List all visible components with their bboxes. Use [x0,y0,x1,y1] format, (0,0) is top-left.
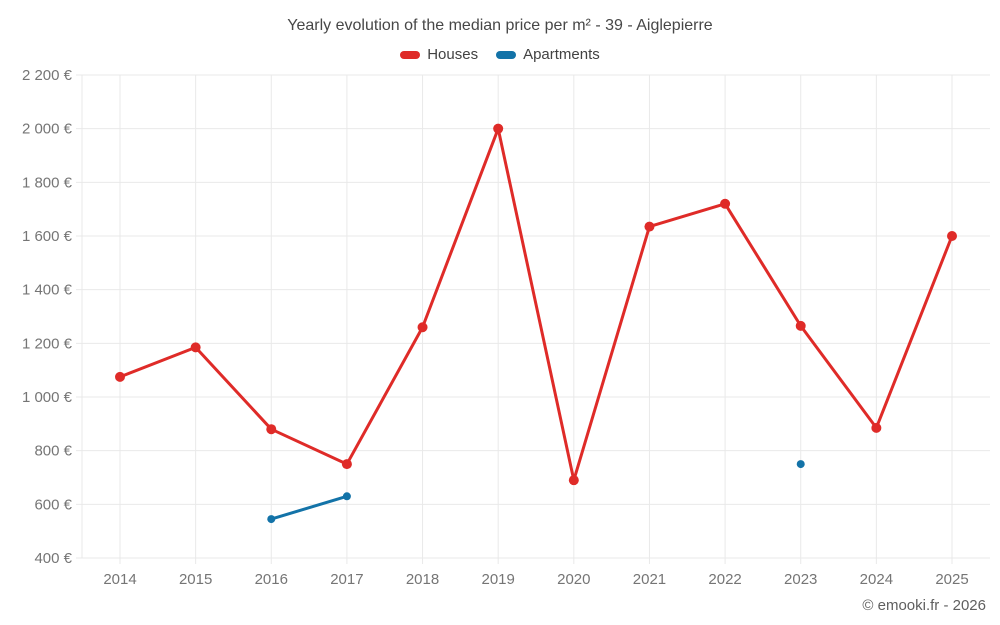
houses-point-2022[interactable] [720,198,731,209]
apartments-point-2017[interactable] [342,492,351,501]
houses-point-2023[interactable] [795,320,806,331]
houses-series-line [118,127,954,482]
legend-item-houses[interactable]: Houses [400,46,478,63]
houses-point-2024[interactable] [871,422,882,433]
y-axis-label-2000: 2 000 € [22,121,73,138]
x-axis-label-2019: 2019 [481,571,514,588]
x-axis-label-2022: 2022 [708,571,741,588]
houses-point-2018[interactable] [417,322,428,333]
chart-legend: Houses Apartments [0,46,1000,63]
y-axis-label-1800: 1 800 € [22,174,73,191]
apartments-series-line [269,494,349,521]
chart-title: Yearly evolution of the median price per… [287,17,713,34]
y-axis-label-800: 800 € [34,443,72,460]
x-axis-label-2018: 2018 [406,571,439,588]
legend-label-apartments: Apartments [523,46,600,63]
copyright-credit: © emooki.fr - 2026 [862,597,986,614]
houses-point-2017[interactable] [341,459,352,470]
y-axis-label-1200: 1 200 € [22,335,73,352]
houses-point-2025[interactable] [947,231,957,241]
x-axis-label-2017: 2017 [330,571,363,588]
legend-label-houses: Houses [427,46,479,63]
houses-point-2021[interactable] [644,221,655,232]
x-axis-label-2025: 2025 [935,571,968,588]
apartments-point-2016[interactable] [267,515,276,524]
x-axis-label-2015: 2015 [179,571,212,588]
y-axis-label-1400: 1 400 € [22,282,73,299]
houses-point-2020[interactable] [568,475,579,486]
apartments-point-2023[interactable] [796,460,805,469]
houses-point-2019[interactable] [493,123,504,134]
x-axis-label-2014: 2014 [103,571,136,588]
y-axis-label-2200: 2 200 € [22,67,73,84]
houses-point-2015[interactable] [190,342,201,353]
y-axis-label-1000: 1 000 € [22,389,73,406]
legend-swatch-apartments [496,50,517,59]
x-axis-label-2020: 2020 [557,571,590,588]
y-axis-label-1600: 1 600 € [22,228,73,245]
houses-point-2014[interactable] [115,371,125,382]
y-axis-label-400: 400 € [34,550,72,567]
x-axis-label-2021: 2021 [633,571,666,588]
x-axis-label-2024: 2024 [860,571,893,588]
houses-point-2016[interactable] [266,424,277,435]
legend-swatch-houses [400,50,421,59]
y-axis-label-600: 600 € [34,496,72,513]
x-axis-label-2016: 2016 [255,571,288,588]
legend-item-apartments[interactable]: Apartments [496,46,600,63]
x-axis-label-2023: 2023 [784,571,817,588]
